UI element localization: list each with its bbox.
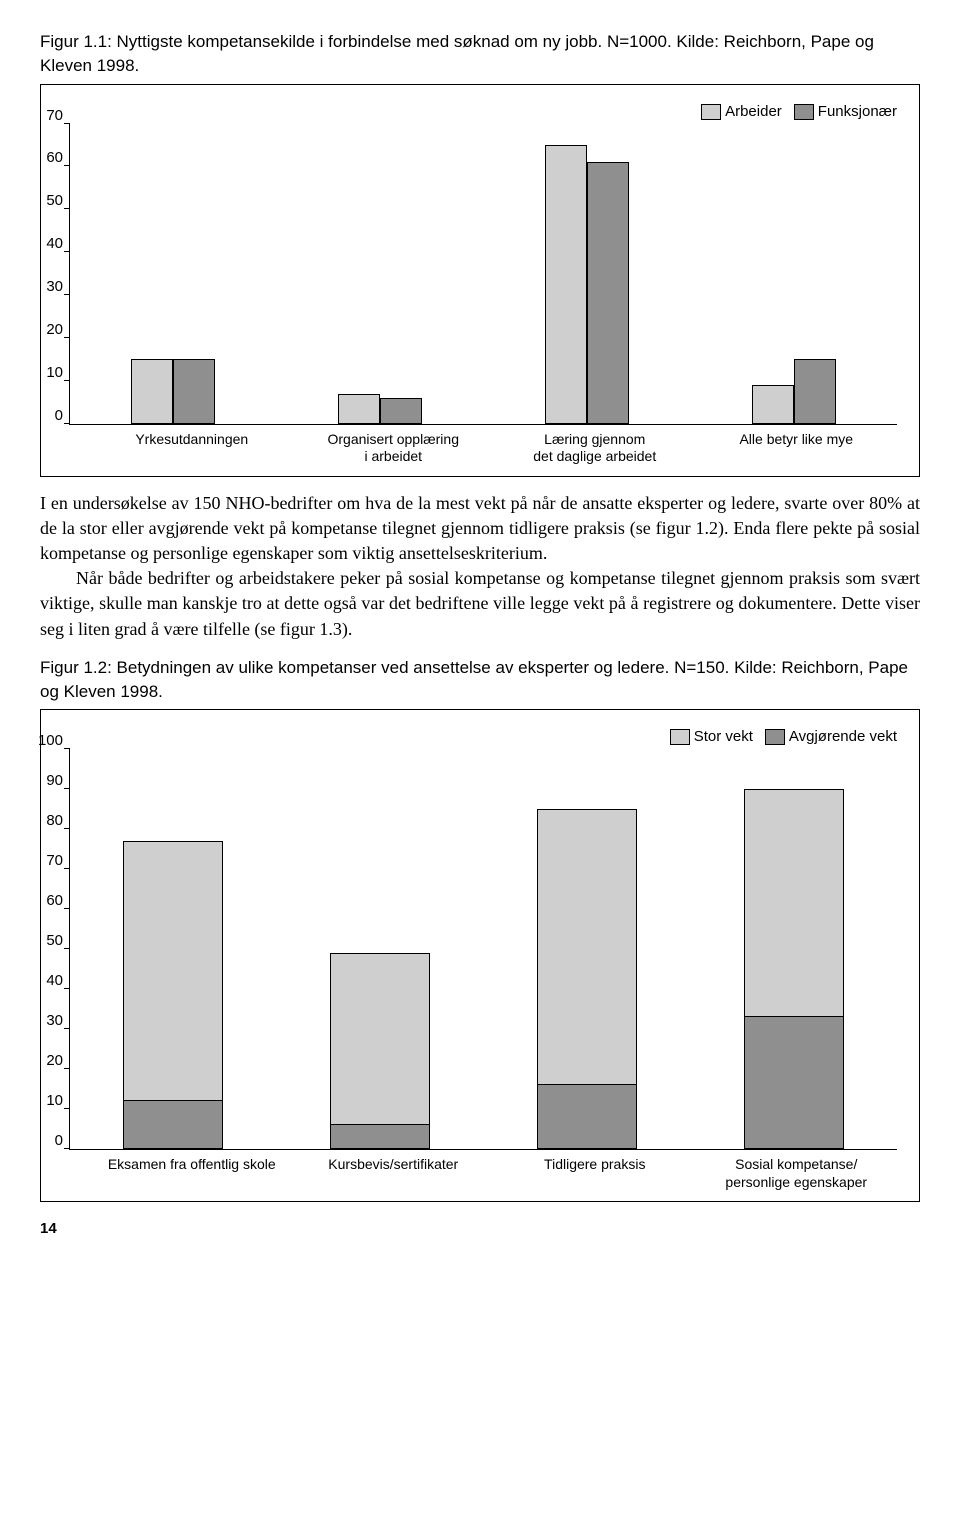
x-label: Tidligere praksis (494, 1156, 696, 1191)
legend-label: Arbeider (725, 103, 782, 120)
figure1-legend: Arbeider Funksjonær (63, 103, 897, 120)
legend-item: Arbeider (701, 103, 782, 120)
figure2-x-labels: Eksamen fra offentlig skoleKursbevis/ser… (91, 1156, 897, 1191)
legend-label: Avgjørende vekt (789, 728, 897, 745)
figure2-bars (70, 749, 897, 1149)
bar-segment (123, 1101, 223, 1149)
bar-group (690, 124, 897, 424)
legend-label: Stor vekt (694, 728, 753, 745)
x-label: Organisert opplæringi arbeidet (293, 431, 495, 466)
bar-segment (123, 841, 223, 1101)
legend-swatch (701, 104, 721, 120)
stacked-bar (537, 809, 637, 1149)
stacked-bar (744, 789, 844, 1149)
bar-segment (744, 1017, 844, 1149)
bar-segment (330, 1125, 430, 1149)
stacked-bar-group (277, 749, 484, 1149)
figure1-x-labels: YrkesutdanningenOrganisert opplæringi ar… (91, 431, 897, 466)
bar-group (70, 124, 277, 424)
x-label: Yrkesutdanningen (91, 431, 293, 466)
bar-group (484, 124, 691, 424)
legend-item: Avgjørende vekt (765, 728, 897, 745)
bar (545, 145, 587, 424)
legend-item: Funksjonær (794, 103, 897, 120)
figure1-bars (70, 124, 897, 424)
bar (173, 359, 215, 423)
bar-segment (330, 953, 430, 1125)
legend-swatch (794, 104, 814, 120)
page-number: 14 (40, 1220, 920, 1237)
figure2-legend: Stor vekt Avgjørende vekt (63, 728, 897, 745)
stacked-bar (330, 953, 430, 1149)
stacked-bar-group (690, 749, 897, 1149)
legend-swatch (765, 729, 785, 745)
x-label: Kursbevis/sertifikater (293, 1156, 495, 1191)
paragraph-2: Når både bedrifter og arbeidstakere peke… (40, 566, 920, 642)
bar-segment (744, 789, 844, 1017)
bar-segment (537, 1085, 637, 1149)
bar (587, 162, 629, 423)
bar-segment (537, 809, 637, 1085)
stacked-bar-group (70, 749, 277, 1149)
figure1-chart: ArbeiderFunksjonær 706050403020100 Yrkes… (40, 84, 920, 477)
stacked-bar-group (484, 749, 691, 1149)
figure2-plot (69, 749, 897, 1150)
figure1-title: Figur 1.1: Nyttigste kompetansekilde i f… (40, 30, 920, 78)
x-label: Sosial kompetanse/personlige egenskaper (696, 1156, 898, 1191)
x-label: Alle betyr like mye (696, 431, 898, 466)
figure2-chart: Stor vektAvgjørende vekt 100908070605040… (40, 709, 920, 1202)
x-label: Eksamen fra offentlig skole (91, 1156, 293, 1191)
legend-item: Stor vekt (670, 728, 753, 745)
figure1-plot (69, 124, 897, 425)
paragraph-1: I en undersøkelse av 150 NHO-bedrifter o… (40, 491, 920, 567)
legend-swatch (670, 729, 690, 745)
bar (794, 359, 836, 423)
stacked-bar (123, 841, 223, 1149)
bar (131, 359, 173, 423)
legend-label: Funksjonær (818, 103, 897, 120)
body-text: I en undersøkelse av 150 NHO-bedrifter o… (40, 491, 920, 642)
figure2-title: Figur 1.2: Betydningen av ulike kompetan… (40, 656, 920, 704)
bar (752, 385, 794, 424)
bar-group (277, 124, 484, 424)
bar (380, 398, 422, 424)
x-label: Læring gjennomdet daglige arbeidet (494, 431, 696, 466)
bar (338, 394, 380, 424)
